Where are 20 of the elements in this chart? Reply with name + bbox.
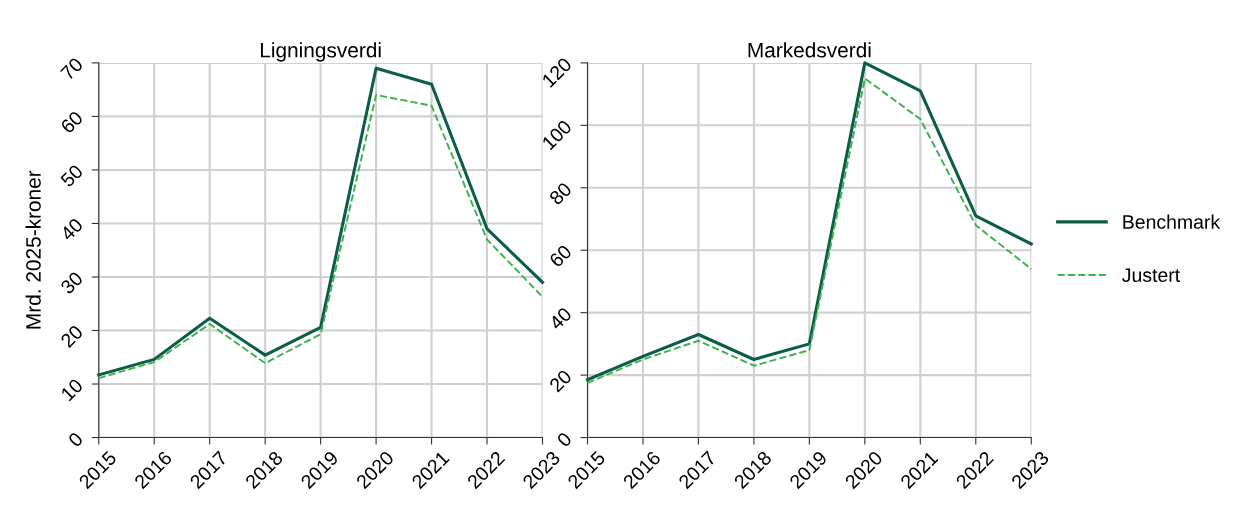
- y-tick-label: 0: [67, 431, 84, 448]
- y-tick-label: 20: [59, 324, 84, 349]
- y-tick-label: 40: [59, 217, 84, 242]
- y-tick-label: 20: [548, 368, 573, 393]
- y-axis-title: Mrd. 2025-kroner: [25, 170, 41, 329]
- y-tick-label: 50: [59, 163, 84, 188]
- chart-title: Ligningsverdi: [260, 42, 381, 62]
- y-tick-label: 30: [59, 270, 84, 295]
- legend-label: Justert: [1122, 268, 1180, 282]
- y-tick-label: 10: [60, 377, 84, 402]
- y-tick-label: 120: [541, 56, 573, 88]
- chart-title: Markedsverdi: [748, 42, 871, 58]
- y-tick-label: 100: [541, 119, 573, 151]
- legend-label: Benchmark: [1123, 214, 1221, 229]
- y-tick-label: 70: [59, 56, 84, 81]
- y-tick-label: 60: [548, 244, 573, 268]
- y-tick-label: 0: [556, 431, 573, 448]
- y-tick-label: 60: [59, 110, 84, 135]
- y-tick-label: 40: [548, 306, 573, 331]
- y-tick-label: 80: [548, 181, 573, 206]
